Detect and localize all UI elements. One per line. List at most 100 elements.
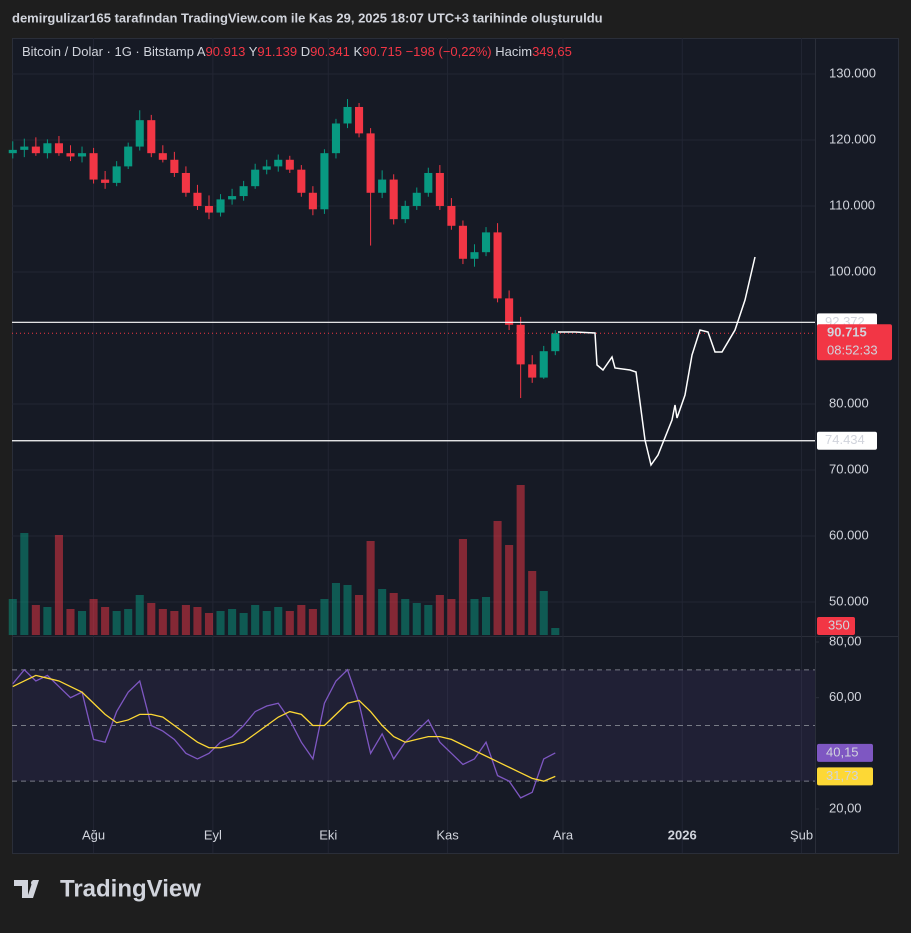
volume-bar	[20, 533, 29, 635]
candle-body	[435, 172, 444, 206]
rsi-tick-label: 20,00	[829, 800, 862, 815]
page-title: demirgulizar165 tarafından TradingView.c…	[12, 10, 603, 25]
candle-body	[66, 153, 75, 157]
ohlc-label: A	[197, 44, 206, 59]
volume-bar	[470, 599, 479, 635]
y-tick-label: 110.000	[829, 197, 875, 212]
candle-body	[31, 146, 40, 154]
candle-body	[135, 120, 144, 147]
volume-bar	[320, 599, 329, 635]
rsi-tick-label: 60,00	[829, 689, 862, 704]
candle-body	[366, 133, 375, 193]
volume-bar	[389, 593, 398, 635]
candle-body	[285, 159, 294, 170]
x-tick-label: Kas	[436, 827, 459, 842]
candle-body	[424, 172, 433, 193]
volume-bar	[343, 585, 352, 635]
volume-bar	[401, 599, 410, 635]
ohlc-value: 91.139	[257, 44, 297, 59]
grid	[12, 38, 819, 853]
chart-panel	[12, 38, 899, 854]
rsi-ma-tag	[817, 767, 873, 786]
volume-bar	[66, 609, 75, 635]
candle-body	[20, 146, 29, 150]
volume-label: Hacim	[495, 44, 532, 59]
volume-bar	[366, 541, 375, 635]
candle-body	[204, 205, 214, 213]
rsi-ma-tag-label: 31,73	[826, 768, 859, 783]
candle-body	[331, 123, 341, 154]
y-tick-label: 130.000	[829, 65, 876, 80]
y-tick-label: 60.000	[829, 527, 869, 542]
volume-bar	[228, 609, 237, 635]
volume-bar	[331, 583, 341, 635]
candle-body	[239, 186, 248, 197]
volume-bar	[355, 595, 364, 635]
candle-body	[262, 166, 271, 170]
candle-body	[147, 120, 156, 154]
candle-body	[516, 324, 525, 365]
candle-body	[355, 106, 364, 134]
candle-body	[528, 364, 537, 378]
volume-bar	[435, 595, 444, 635]
volume-bar	[308, 609, 317, 635]
ohlc-value: 90.715	[362, 44, 402, 59]
candle-body	[54, 143, 63, 154]
candle-body	[297, 169, 306, 193]
last-price-label: 90.715	[827, 325, 867, 340]
candle-body	[124, 146, 133, 167]
y-tick-label: 120.000	[829, 131, 876, 146]
volume-bar	[285, 611, 294, 635]
volume-bar	[124, 609, 133, 635]
symbol-header: Bitcoin / Dolar · 1G · Bitstamp A90.913 …	[22, 44, 572, 59]
price-tag	[817, 431, 877, 450]
volume-bar	[43, 607, 52, 635]
labels: 130.000 120.000 110.000 100.000 80.000 70.000…	[82, 65, 892, 842]
volume-bar	[193, 607, 202, 635]
volume-bar	[528, 571, 537, 635]
y-tick-label: 80.000	[829, 395, 869, 410]
volume-tag-label: 350	[828, 617, 850, 632]
candle-body	[274, 159, 283, 167]
volume-bar	[8, 599, 17, 635]
candle-body	[389, 179, 398, 220]
volume-bar	[181, 605, 190, 635]
candle-body	[308, 192, 317, 210]
candle-body	[43, 143, 52, 154]
volume-bar	[31, 605, 40, 635]
x-tick-label: Şub	[790, 827, 813, 842]
brand-name: TradingView	[60, 875, 201, 902]
volume-bar	[378, 589, 387, 635]
candle-body	[193, 192, 202, 206]
volume-bar	[493, 521, 502, 635]
volume-bar	[112, 611, 121, 635]
price-tag-label: 74.434	[825, 432, 865, 447]
plot	[8, 99, 815, 799]
rsi-ma-line	[12, 674, 556, 782]
logo-dot	[31, 880, 37, 886]
candle-body	[320, 153, 329, 210]
volume-bar	[54, 535, 63, 635]
volume-bar	[447, 599, 456, 635]
rsi-tag	[817, 743, 873, 762]
candle-body	[112, 166, 121, 183]
y-tick-label: 100.000	[829, 263, 876, 278]
volume-bar	[101, 607, 110, 635]
ohlc-label: D	[301, 44, 310, 59]
y-tick-label: 50.000	[829, 593, 869, 608]
candle-body	[458, 225, 467, 259]
volume-bar	[412, 603, 421, 635]
candle-body	[493, 232, 502, 299]
volume-bar	[505, 545, 514, 635]
volume-bar	[89, 599, 98, 635]
candle-body	[481, 232, 491, 253]
ohlc-value: 90.913	[206, 44, 246, 59]
candle-body	[470, 252, 479, 259]
volume-bar	[551, 628, 560, 635]
volume-bar	[424, 605, 433, 635]
candle-body	[181, 172, 190, 193]
rsi-line	[12, 668, 556, 799]
ohlc-label: K	[354, 44, 363, 59]
volume-bar	[262, 611, 271, 635]
